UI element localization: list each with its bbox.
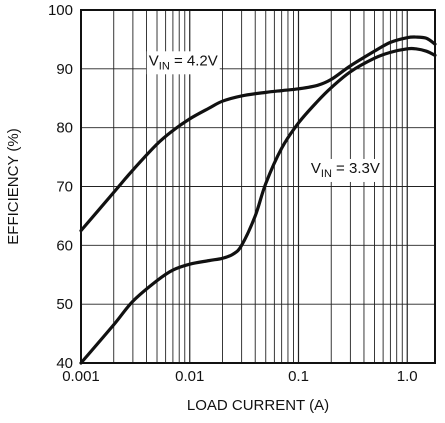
series-line-2 bbox=[79, 46, 437, 365]
y-axis-title: EFFICIENCY (%) bbox=[5, 128, 22, 244]
x-tick-label: 0.01 bbox=[175, 368, 204, 385]
grid-layer bbox=[81, 10, 435, 363]
series-line-1 bbox=[79, 35, 437, 233]
tick-layer: 0.001 0.01 0.1 1.0 40 50 60 70 80 90 100 bbox=[48, 2, 418, 385]
x-tick-label: 0.001 bbox=[62, 368, 100, 385]
series-annotation-bg-2 bbox=[308, 158, 382, 182]
y-tick-label: 80 bbox=[56, 120, 73, 137]
plot-frame bbox=[80, 9, 436, 364]
series-annotation-2: VIN = 3.3V bbox=[311, 160, 380, 180]
x-tick-label: 0.1 bbox=[288, 368, 309, 385]
x-axis-title: LOAD CURRENT (A) bbox=[187, 397, 329, 414]
y-tick-label: 60 bbox=[56, 237, 73, 254]
series-layer bbox=[79, 35, 437, 365]
y-tick-label: 90 bbox=[56, 61, 73, 78]
series-annotation-1: VIN = 4.2V bbox=[149, 52, 218, 72]
y-tick-label: 50 bbox=[56, 296, 73, 313]
y-tick-label: 100 bbox=[48, 2, 73, 19]
x-tick-label: 1.0 bbox=[397, 368, 418, 385]
series-annotation-bg-1 bbox=[146, 51, 220, 75]
y-tick-label: 70 bbox=[56, 179, 73, 196]
y-tick-label: 40 bbox=[56, 355, 73, 372]
annotation-layer: VIN = 4.2V VIN = 3.3V bbox=[146, 51, 382, 182]
